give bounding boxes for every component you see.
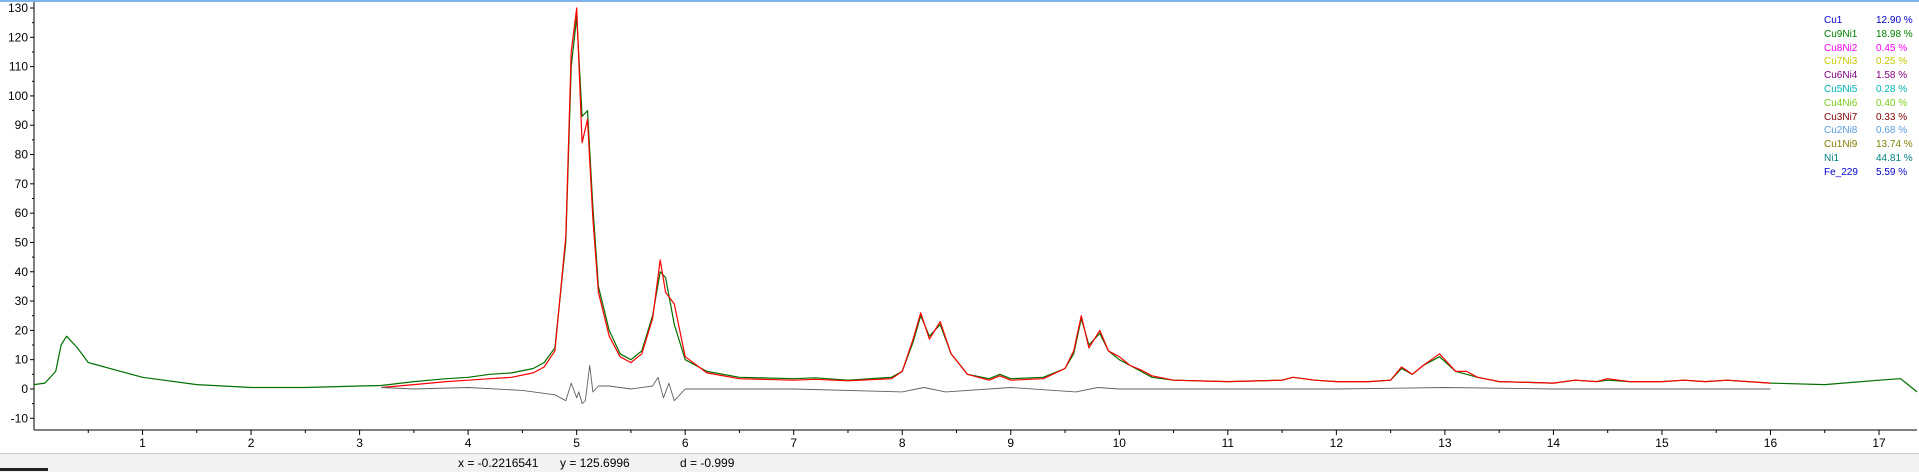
legend-entry: Cu4Ni6 0.40 % bbox=[1824, 97, 1913, 111]
legend-entry: Cu7Ni3 0.25 % bbox=[1824, 55, 1913, 69]
legend-phase-name: Cu5Ni5 bbox=[1824, 83, 1858, 95]
legend-phase-name: Cu1 bbox=[1824, 15, 1843, 26]
y-tick-label: 60 bbox=[15, 206, 29, 220]
legend-phase-fraction: 0.28 % bbox=[1876, 83, 1908, 95]
legend-entry: Cu1 12.90 % bbox=[1824, 14, 1913, 28]
legend-phase-name: Cu4Ni6 bbox=[1824, 97, 1858, 109]
cursor-x-readout: x = -0.2216541 bbox=[458, 456, 539, 470]
y-tick-label: 20 bbox=[15, 323, 29, 337]
x-tick-label: 17 bbox=[1872, 436, 1886, 450]
legend-entry: Cu9Ni1 18.98 % bbox=[1824, 28, 1913, 42]
status-bar: x = -0.2216541 y = 125.6996 d = -0.999 bbox=[0, 453, 1919, 472]
phase-legend: Cu1 12.90 % Cu9Ni1 18.98 % Cu8Ni2 0.45 % Cu7Ni… bbox=[1824, 14, 1913, 180]
calculated-pattern-line bbox=[381, 7, 1771, 389]
legend-phase-fraction: 1.58 % bbox=[1876, 70, 1908, 82]
y-tick-label: 130 bbox=[8, 1, 28, 15]
legend-phase-name: Cu3Ni7 bbox=[1824, 111, 1858, 123]
window-top-accent bbox=[0, 0, 1919, 2]
cursor-d-readout: d = -0.999 bbox=[680, 456, 735, 470]
y-tick-label: -10 bbox=[11, 411, 29, 425]
y-tick-label: 30 bbox=[15, 294, 29, 308]
legend-phase-fraction: 0.68 % bbox=[1876, 125, 1908, 137]
x-tick-label: 15 bbox=[1655, 436, 1669, 450]
legend-entry: Fe_229 5.59 % bbox=[1824, 166, 1913, 180]
legend-entry: Cu3Ni7 0.33 % bbox=[1824, 111, 1913, 125]
status-bar-tab-indicator bbox=[0, 468, 48, 471]
legend-phase-fraction: 5.59 % bbox=[1876, 166, 1908, 178]
x-tick-label: 3 bbox=[356, 436, 363, 450]
x-tick-label: 9 bbox=[1007, 436, 1014, 450]
y-tick-label: 90 bbox=[15, 118, 29, 132]
legend-phase-name: Cu8Ni2 bbox=[1824, 42, 1858, 54]
cursor-y-readout: y = 125.6996 bbox=[560, 456, 630, 470]
x-tick-label: 4 bbox=[465, 436, 472, 450]
legend-phase-name: Cu2Ni8 bbox=[1824, 125, 1858, 137]
y-tick-label: 100 bbox=[8, 89, 28, 103]
x-tick-label: 1 bbox=[139, 436, 146, 450]
legend-entry: Cu2Ni8 0.68 % bbox=[1824, 124, 1913, 138]
legend-phase-fraction: 0.45 % bbox=[1876, 42, 1908, 54]
legend-phase-fraction: 0.25 % bbox=[1876, 56, 1908, 68]
x-tick-label: 8 bbox=[899, 436, 906, 450]
legend-phase-name: Fe_229 bbox=[1824, 166, 1858, 178]
legend-phase-fraction: 0.33 % bbox=[1876, 111, 1908, 123]
x-tick-label: 11 bbox=[1222, 436, 1235, 450]
legend-entry: Cu8Ni2 0.45 % bbox=[1824, 42, 1913, 56]
legend-entry: Cu1Ni9 13.74 % bbox=[1824, 138, 1913, 152]
legend-phase-name: Cu1Ni9 bbox=[1824, 139, 1858, 151]
y-tick-label: 0 bbox=[21, 382, 28, 396]
x-tick-label: 12 bbox=[1330, 436, 1344, 450]
difference-pattern-line bbox=[381, 365, 1771, 405]
legend-phase-name: Cu7Ni3 bbox=[1824, 56, 1858, 68]
legend-phase-fraction: 44.81 % bbox=[1876, 152, 1913, 164]
legend-phase-name: Ni1 bbox=[1824, 152, 1840, 164]
legend-phase-fraction: 13.74 % bbox=[1876, 139, 1913, 151]
legend-phase-fraction: 12.90 % bbox=[1876, 15, 1913, 26]
x-tick-label: 14 bbox=[1547, 436, 1561, 450]
legend-entry: Cu5Ni5 0.28 % bbox=[1824, 83, 1913, 97]
y-tick-label: 10 bbox=[15, 353, 29, 367]
x-tick-label: 10 bbox=[1113, 436, 1127, 450]
y-tick-label: 110 bbox=[9, 60, 28, 74]
y-tick-label: 50 bbox=[15, 235, 29, 249]
x-tick-label: 5 bbox=[573, 436, 580, 450]
legend-entry: Ni1 44.81 % bbox=[1824, 152, 1913, 166]
x-tick-label: 7 bbox=[790, 436, 797, 450]
x-tick-label: 16 bbox=[1764, 436, 1778, 450]
observed-pattern-line bbox=[33, 16, 1918, 393]
x-tick-label: 2 bbox=[248, 436, 255, 450]
series-lines bbox=[33, 7, 1918, 405]
x-tick-label: 13 bbox=[1438, 436, 1452, 450]
legend-phase-name: Cu6Ni4 bbox=[1824, 70, 1858, 82]
y-tick-label: 70 bbox=[15, 177, 29, 191]
y-tick-label: 80 bbox=[15, 148, 29, 162]
legend-phase-fraction: 0.40 % bbox=[1876, 97, 1908, 109]
legend-phase-name: Cu9Ni1 bbox=[1824, 28, 1858, 40]
legend-phase-fraction: 18.98 % bbox=[1876, 28, 1913, 40]
y-tick-label: 40 bbox=[15, 265, 29, 279]
x-tick-label: 6 bbox=[682, 436, 689, 450]
y-tick-label: 120 bbox=[8, 30, 28, 44]
axes bbox=[33, 2, 1917, 431]
legend-entry: Cu6Ni4 1.58 % bbox=[1824, 69, 1913, 83]
